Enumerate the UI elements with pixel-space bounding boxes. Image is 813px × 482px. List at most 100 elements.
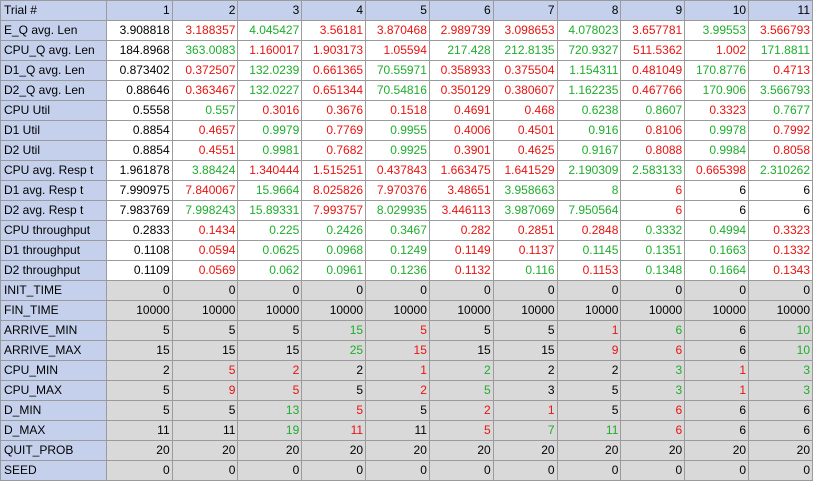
value-cell[interactable]: 19	[237, 420, 303, 441]
value-cell[interactable]: 7	[492, 420, 558, 441]
value-cell[interactable]: 0	[428, 280, 494, 301]
value-cell[interactable]: 0.1108	[105, 240, 173, 261]
value-cell[interactable]: 10000	[620, 300, 686, 321]
value-cell[interactable]: 20	[748, 440, 813, 461]
value-cell[interactable]: 1	[556, 320, 622, 341]
value-cell[interactable]: 3	[620, 360, 686, 381]
value-cell[interactable]: 70.55971	[365, 60, 430, 81]
row-label-cell[interactable]: E_Q avg. Len	[0, 20, 107, 41]
value-cell[interactable]: 10000	[237, 300, 303, 321]
value-cell[interactable]: 3.566793	[748, 80, 813, 101]
value-cell[interactable]: 6	[620, 180, 686, 201]
value-cell[interactable]: 25	[301, 340, 367, 361]
value-cell[interactable]: 0.7769	[301, 120, 367, 141]
value-cell[interactable]: 2	[492, 360, 558, 381]
value-cell[interactable]: 10000	[684, 300, 750, 321]
value-cell[interactable]: 5	[237, 380, 303, 401]
value-cell[interactable]: 0.873402	[105, 60, 173, 81]
value-cell[interactable]: 3.446113	[428, 200, 494, 221]
value-cell[interactable]: 5	[237, 320, 303, 341]
value-cell[interactable]: 0.4691	[428, 100, 494, 121]
value-cell[interactable]: 0.1236	[365, 260, 430, 281]
value-cell[interactable]: 2	[301, 360, 367, 381]
row-label-cell[interactable]: D2 avg. Resp t	[0, 200, 107, 221]
value-cell[interactable]: 8.025826	[301, 180, 367, 201]
row-label-cell[interactable]: D2 Util	[0, 140, 107, 161]
value-cell[interactable]: 3.48651	[428, 180, 494, 201]
value-cell[interactable]: 0.8106	[620, 120, 686, 141]
value-cell[interactable]: 10000	[748, 300, 813, 321]
value-cell[interactable]: 0.1249	[365, 240, 430, 261]
value-cell[interactable]: 1.515251	[301, 160, 367, 181]
value-cell[interactable]: 2.310262	[748, 160, 813, 181]
value-cell[interactable]: 3.99553	[684, 20, 750, 41]
header-label-cell[interactable]: Trial #	[0, 0, 107, 21]
value-cell[interactable]: 2	[556, 360, 622, 381]
value-cell[interactable]: 3.098653	[492, 20, 558, 41]
value-cell[interactable]: 0	[171, 460, 239, 481]
value-cell[interactable]: 0.4657	[171, 120, 239, 141]
value-cell[interactable]: 20	[492, 440, 558, 461]
value-cell[interactable]: 0.3016	[237, 100, 303, 121]
value-cell[interactable]: 2	[237, 360, 303, 381]
value-cell[interactable]: 0.0594	[171, 240, 239, 261]
value-cell[interactable]: 1.961878	[105, 160, 173, 181]
value-cell[interactable]: 0.3332	[620, 220, 686, 241]
value-cell[interactable]: 1.641529	[492, 160, 558, 181]
value-cell[interactable]: 0.4501	[492, 120, 558, 141]
value-cell[interactable]: 1.05594	[365, 40, 430, 61]
value-cell[interactable]: 5	[105, 380, 173, 401]
value-cell[interactable]: 0	[684, 460, 750, 481]
value-cell[interactable]: 5	[428, 320, 494, 341]
value-cell[interactable]: 20	[301, 440, 367, 461]
value-cell[interactable]: 0	[620, 280, 686, 301]
value-cell[interactable]: 5	[428, 380, 494, 401]
value-cell[interactable]: 15	[237, 340, 303, 361]
value-cell[interactable]: 5	[556, 380, 622, 401]
row-label-cell[interactable]: D2 throughput	[0, 260, 107, 281]
value-cell[interactable]: 0.1663	[684, 240, 750, 261]
value-cell[interactable]: 0	[684, 280, 750, 301]
value-cell[interactable]: 6	[620, 200, 686, 221]
value-cell[interactable]: 7.993757	[301, 200, 367, 221]
trial-number-cell[interactable]: 9	[620, 0, 686, 21]
value-cell[interactable]: 132.0227	[237, 80, 303, 101]
value-cell[interactable]: 0	[748, 460, 813, 481]
value-cell[interactable]: 5	[301, 400, 367, 421]
value-cell[interactable]: 0	[365, 280, 430, 301]
value-cell[interactable]: 0.8058	[748, 140, 813, 161]
trial-number-cell[interactable]: 8	[556, 0, 622, 21]
value-cell[interactable]: 0.9978	[684, 120, 750, 141]
value-cell[interactable]: 3.870468	[365, 20, 430, 41]
value-cell[interactable]: 0	[365, 460, 430, 481]
value-cell[interactable]: 0	[556, 460, 622, 481]
value-cell[interactable]: 0.372507	[171, 60, 239, 81]
value-cell[interactable]: 3.958663	[492, 180, 558, 201]
value-cell[interactable]: 15	[428, 340, 494, 361]
value-cell[interactable]: 10000	[301, 300, 367, 321]
trial-number-cell[interactable]: 11	[748, 0, 813, 21]
value-cell[interactable]: 15	[171, 340, 239, 361]
row-label-cell[interactable]: D2_Q avg. Len	[0, 80, 107, 101]
value-cell[interactable]: 0.0569	[171, 260, 239, 281]
value-cell[interactable]: 5	[365, 400, 430, 421]
value-cell[interactable]: 8.029935	[365, 200, 430, 221]
value-cell[interactable]: 8	[556, 180, 622, 201]
value-cell[interactable]: 5	[492, 320, 558, 341]
value-cell[interactable]: 10000	[428, 300, 494, 321]
row-label-cell[interactable]: CPU avg. Resp t	[0, 160, 107, 181]
value-cell[interactable]: 9	[171, 380, 239, 401]
value-cell[interactable]: 11	[171, 420, 239, 441]
value-cell[interactable]: 0.1348	[620, 260, 686, 281]
value-cell[interactable]: 1.154311	[556, 60, 622, 81]
value-cell[interactable]: 15.89331	[237, 200, 303, 221]
value-cell[interactable]: 0	[492, 280, 558, 301]
value-cell[interactable]: 1	[684, 380, 750, 401]
row-label-cell[interactable]: CPU_Q avg. Len	[0, 40, 107, 61]
value-cell[interactable]: 0.1153	[556, 260, 622, 281]
value-cell[interactable]: 3	[492, 380, 558, 401]
value-cell[interactable]: 0.380607	[492, 80, 558, 101]
value-cell[interactable]: 0.2851	[492, 220, 558, 241]
value-cell[interactable]: 1.160017	[237, 40, 303, 61]
value-cell[interactable]: 13	[237, 400, 303, 421]
